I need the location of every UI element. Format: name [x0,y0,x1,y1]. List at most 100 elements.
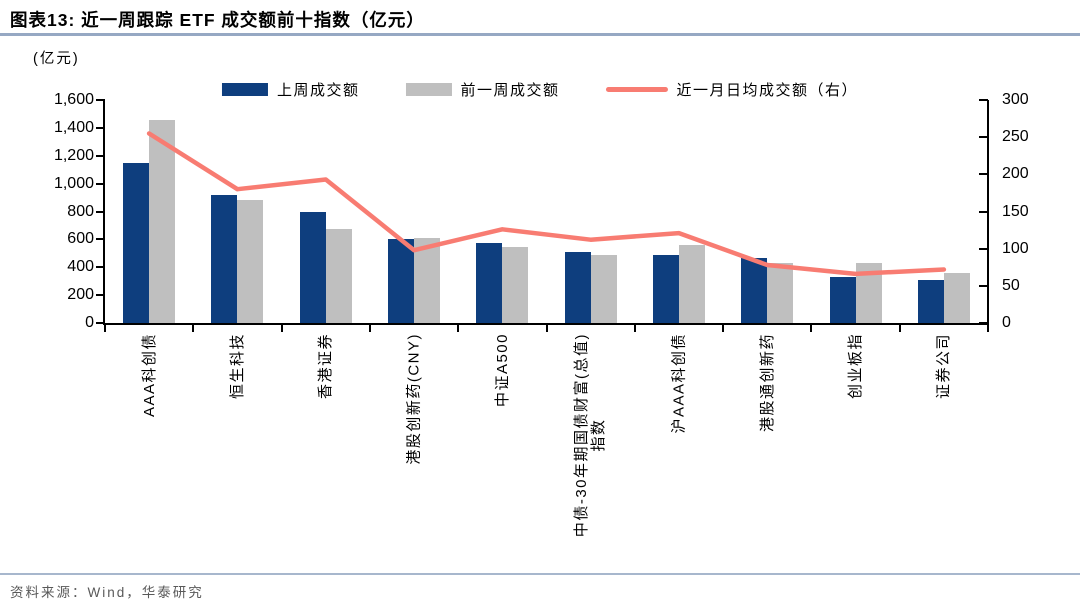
x-axis-tick [810,325,813,332]
x-axis-tick [987,325,989,332]
axis-tick-label: 100 [1002,239,1029,257]
x-axis-tick [633,325,636,332]
bar-prev-week [855,263,882,323]
category-cell: 香港证券 [282,331,370,571]
bar-group [105,100,193,323]
axis-tick [96,294,105,297]
bar-group [282,100,370,323]
bar-last-week [917,279,944,323]
bar-last-week [829,277,856,323]
legend-swatch-last-week [221,83,268,96]
category-cell: 恒生科技 [193,331,281,571]
title-rule [0,33,1080,36]
category-cell: AAA科创债 [105,331,193,571]
axis-tick-label: 50 [1002,276,1020,294]
category-label: 创业板指 [847,333,865,400]
bar-last-week [211,195,238,323]
axis-tick [96,154,105,157]
x-axis-tick [898,325,901,332]
bar-group [458,100,546,323]
category-cell: 创业板指 [811,331,899,571]
axis-tick [96,322,105,324]
category-cell: 中证A500 [458,331,546,571]
x-axis-tick [722,325,725,332]
right-axis-line [987,100,989,325]
bar-group [811,100,899,323]
bar-last-week [388,238,415,323]
category-cell: 证券公司 [900,331,988,571]
axis-tick-label: 1,200 [53,146,94,164]
bar-last-week [564,251,591,323]
bar-prev-week [943,273,970,323]
axis-tick-label: 400 [67,258,94,276]
legend-swatch-prev-week [405,83,452,96]
axis-tick [979,247,988,250]
bar-last-week [299,211,326,323]
bar-group [723,100,811,323]
category-label: 香港证券 [317,333,335,400]
legend-label-last-week: 上周成交额 [276,82,360,99]
bar-prev-week [590,255,617,323]
category-label: 恒生科技 [228,333,246,400]
category-cell: 港股创新药(CNY) [370,331,458,571]
bar-prev-week [767,262,794,323]
axis-tick-label: 300 [1002,91,1029,108]
axis-tick-label: 600 [67,230,94,248]
axis-tick [979,210,988,213]
legend-item-last-week: 上周成交额 [221,79,360,100]
bar-prev-week [237,199,264,323]
axis-tick-label: 1,600 [53,91,94,108]
axis-tick-label: 1,000 [53,174,94,192]
left-axis-unit-label: (亿元) [33,51,80,67]
category-label: AAA科创债 [140,333,158,418]
axis-tick [96,126,105,129]
axis-tick [979,136,988,139]
axis-tick-label: 250 [1002,128,1029,146]
bar-prev-week [678,244,705,323]
category-cell: 沪AAA科创债 [635,331,723,571]
bar-last-week [476,242,503,323]
left-axis-line [103,100,105,325]
axis-tick [979,322,988,324]
category-cell: 港股通创新药 [723,331,811,571]
bar-group [546,100,634,323]
footer-rule [0,573,1080,575]
x-axis-tick [545,325,548,332]
category-label: 港股创新药(CNY) [405,333,423,465]
axis-tick-label: 150 [1002,202,1029,220]
bar-prev-week [414,237,441,323]
legend-item-monthly-avg: 近一月日均成交额（右） [605,79,859,100]
axis-tick [979,284,988,287]
legend: 上周成交额 前一周成交额 近一月日均成交额（右） [221,79,859,100]
axis-tick [979,173,988,176]
bar-prev-week [149,120,176,323]
chart-title: 图表13: 近一周跟踪 ETF 成交额前十指数（亿元） [10,10,425,30]
bar-last-week [123,163,150,323]
category-label: 证券公司 [935,333,953,400]
source-text: 资料来源：Wind，华泰研究 [10,585,204,600]
bar-group [193,100,281,323]
x-axis-tick [368,325,371,332]
category-axis-labels: AAA科创债 恒生科技 香港证券 港股创新药(CNY) 中证A500 中债-30年期国债财… [105,331,988,571]
plot-area [105,100,988,323]
legend-swatch-monthly-avg-line [605,87,668,92]
axis-tick-label: 0 [1002,314,1011,331]
axis-tick-label: 0 [85,314,94,331]
axis-tick [96,182,105,185]
legend-item-prev-week: 前一周成交额 [405,79,559,100]
x-axis-tick [104,325,106,332]
bar-group [635,100,723,323]
x-axis-tick [192,325,195,332]
axis-tick-label: 200 [1002,165,1029,183]
category-label: 中债-30年期国债财富(总值) 指数 [573,333,608,538]
axis-tick [96,99,105,101]
axis-tick [979,99,988,101]
axis-tick-label: 800 [67,202,94,220]
bar-prev-week [325,229,352,323]
axis-tick [96,210,105,213]
x-axis-tick [280,325,283,332]
axis-tick [96,238,105,241]
bar-prev-week [502,247,529,323]
category-label: 中证A500 [493,333,511,408]
